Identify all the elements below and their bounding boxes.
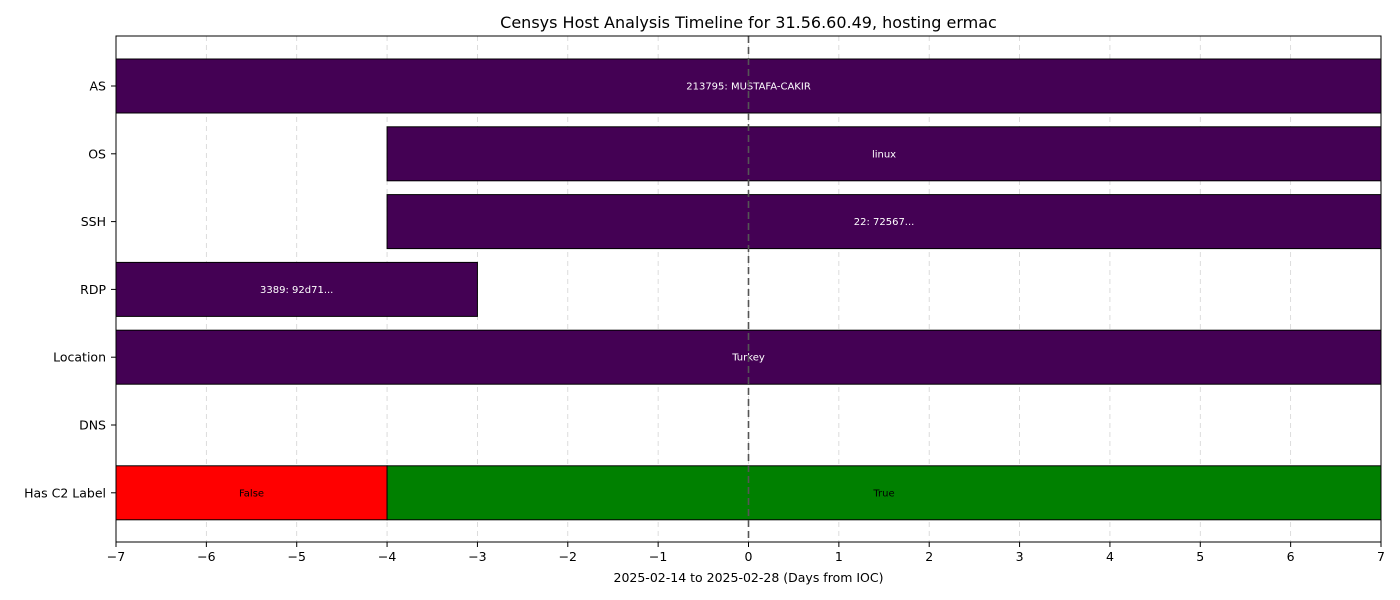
y-tick-label: DNS (79, 418, 106, 433)
timeline-bar (386, 465, 1382, 521)
x-tick-label: −2 (559, 549, 577, 564)
x-tick-label: −5 (287, 549, 305, 564)
y-tick-label: Location (53, 350, 106, 365)
x-tick-label: 7 (1377, 549, 1385, 564)
timeline-bar (115, 261, 478, 317)
bar-label: 3389: 92d71... (260, 285, 333, 296)
x-axis-title: 2025-02-14 to 2025-02-28 (Days from IOC) (614, 570, 884, 585)
x-tick-label: 1 (835, 549, 843, 564)
bar-label: True (872, 488, 894, 499)
bar-label: linux (872, 149, 896, 160)
chart-title: Censys Host Analysis Timeline for 31.56.… (500, 13, 997, 32)
bar-label: 22: 72567... (854, 217, 915, 228)
x-tick-label: 2 (925, 549, 933, 564)
x-tick-label: 3 (1016, 549, 1024, 564)
y-tick-label: AS (90, 79, 107, 94)
x-tick-label: 5 (1196, 549, 1204, 564)
y-tick-label: RDP (80, 282, 106, 297)
x-tick-label: −6 (197, 549, 215, 564)
y-tick-label: SSH (81, 214, 106, 229)
x-tick-label: −3 (468, 549, 486, 564)
timeline-bar (386, 126, 1382, 182)
x-tick-label: 4 (1106, 549, 1114, 564)
bar-label: False (239, 488, 264, 499)
y-tick-label: OS (88, 146, 106, 161)
x-tick-label: 0 (745, 549, 753, 564)
x-tick-label: −7 (107, 549, 125, 564)
x-tick-label: 6 (1287, 549, 1295, 564)
y-tick-label: Has C2 Label (24, 485, 106, 500)
x-tick-label: −4 (378, 549, 396, 564)
x-tick-label: −1 (649, 549, 667, 564)
axes-layer: −7 −6 −5 −4 −3 −2 −1 0 1 2 3 4 5 6 7 AS OS SSH RDP Location… (24, 35, 1385, 564)
